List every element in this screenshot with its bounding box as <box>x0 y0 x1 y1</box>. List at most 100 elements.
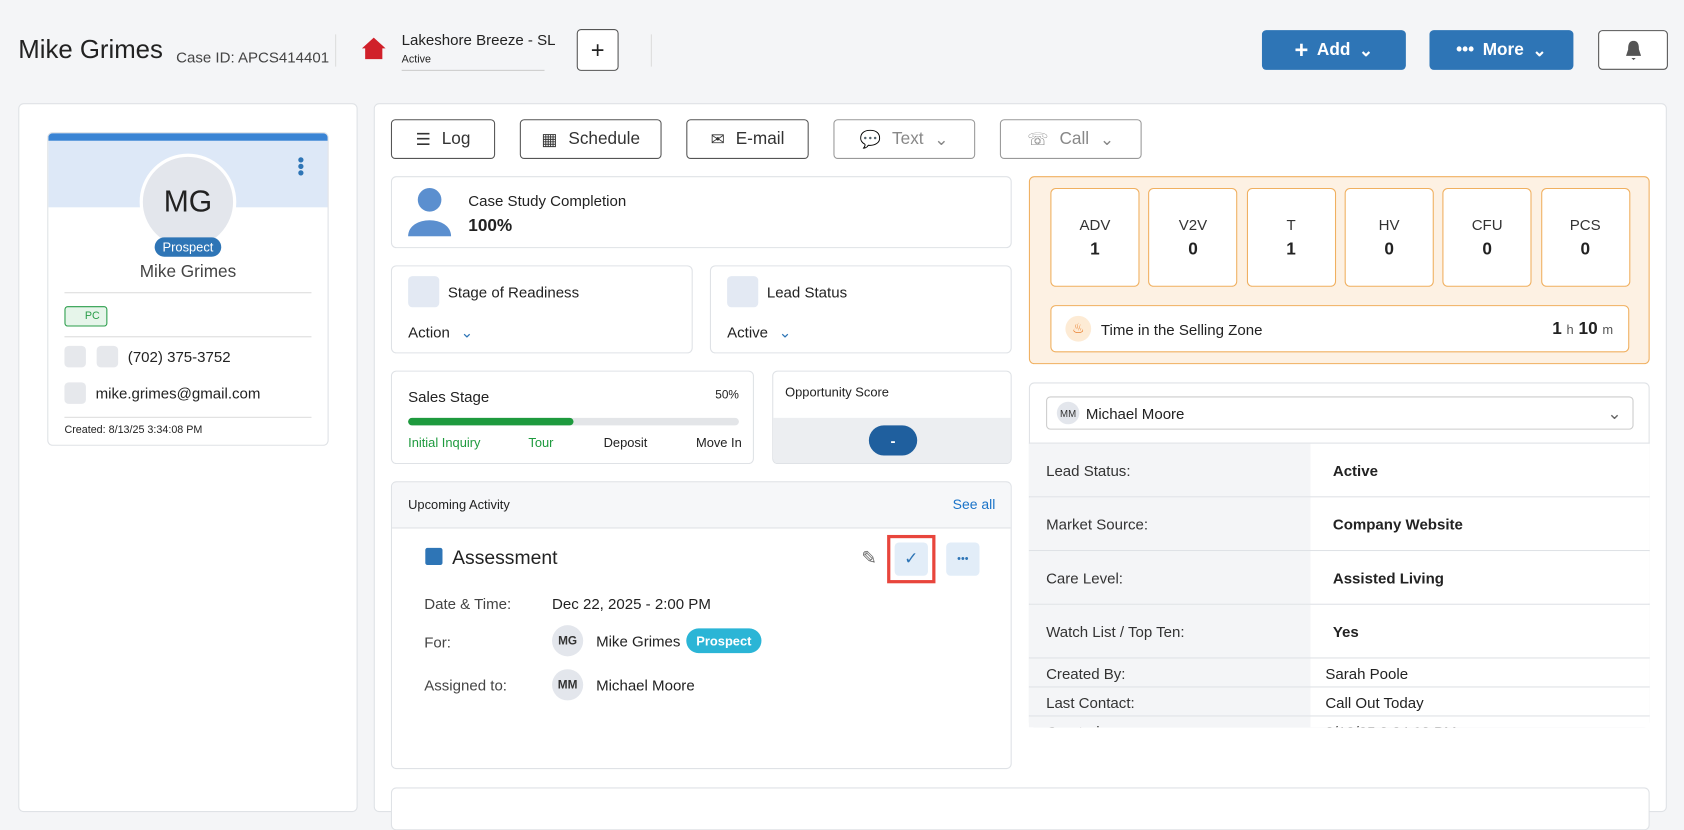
step: Initial Inquiry <box>408 435 481 451</box>
divider <box>64 336 312 338</box>
step: Tour <box>528 435 554 451</box>
action-icon: ☏ <box>1027 130 1049 149</box>
divider <box>650 34 652 67</box>
action-button[interactable]: ☏ Call ⌄ <box>999 119 1142 159</box>
divider <box>64 416 312 418</box>
action-label: Schedule <box>568 129 641 148</box>
menu[interactable]: • • • <box>297 149 305 184</box>
detail-value: Call Out Today <box>1325 693 1424 712</box>
action-button[interactable]: ▦ Schedule <box>519 119 662 159</box>
metric: ADV 1 <box>1050 187 1140 287</box>
detail-row: Last Contact: Call Out Today <box>1028 686 1650 716</box>
detail-row: Care Level: Assisted Living <box>1028 549 1650 604</box>
readiness-text: Action <box>408 323 450 341</box>
detail-label: Lead Status: <box>1046 461 1131 480</box>
for-label: For: <box>424 633 451 651</box>
readiness-label: Stage of Readiness <box>447 283 580 301</box>
lead-status-label: Lead Status <box>766 283 848 301</box>
profile-name: Mike Grimes <box>139 263 237 282</box>
bell-button[interactable] <box>1598 30 1668 70</box>
action-button[interactable]: 💬 Text ⌄ <box>833 119 976 159</box>
more-label: More <box>1482 40 1524 59</box>
assigned-avatar: MM <box>552 669 584 701</box>
case-study-value: 100% <box>468 216 513 236</box>
tag: PC <box>64 306 108 327</box>
for-name: Mike Grimes <box>596 632 681 650</box>
add-label: Add <box>1316 40 1351 59</box>
community[interactable]: Lakeshore Breeze - SL <box>401 31 556 49</box>
detail-row: Watch List / Top Ten: Yes <box>1028 603 1650 658</box>
bottom-card <box>390 787 1650 830</box>
action-label: E-mail <box>735 129 785 148</box>
action-icon: ▦ <box>541 130 558 149</box>
page: Mike Grimes Case ID: APCS414401 Lakeshor… <box>18 29 1668 830</box>
action-icon: ✉ <box>710 130 725 149</box>
fire-icon: ♨ <box>1065 315 1092 342</box>
opportunity-value: - <box>868 425 918 456</box>
detail-value: Assisted Living <box>1332 569 1444 587</box>
readiness-card <box>390 265 693 354</box>
metric-label: T <box>1286 215 1296 234</box>
action-button[interactable]: ☰ Log <box>390 119 496 159</box>
detail-row: Market Source: Company Website <box>1028 496 1650 550</box>
date: Dec 22, 2025 - 2:00 PM <box>552 595 711 613</box>
detail-label: Last Contact: <box>1046 693 1135 712</box>
more-button[interactable]: ••• More ⌄ <box>1429 30 1574 70</box>
metric: CFU 0 <box>1442 187 1532 287</box>
assignee-select[interactable]: ⌄ <box>1046 396 1634 430</box>
detail-row: Lead Status: Active <box>1028 442 1650 497</box>
detail-label: Market Source: <box>1046 515 1149 533</box>
add-community[interactable]: + <box>576 29 619 71</box>
date-label: Date & Time: <box>424 595 512 613</box>
more-activity[interactable]: ••• <box>946 542 980 576</box>
sales-stage-title: Sales Stage <box>408 387 490 405</box>
for-avatar: MG <box>552 625 584 657</box>
assignee-name: Michael Moore <box>1085 404 1185 423</box>
action-label: Call <box>1059 129 1090 148</box>
case-id: Case ID: APCS414401 <box>176 48 330 66</box>
step: Move In <box>695 435 742 451</box>
detail-value: 8/13/25 3:34:08 PM <box>1325 723 1456 727</box>
lead-status-value[interactable]: Active ⌄ <box>727 323 792 341</box>
metric: V2V 0 <box>1148 187 1238 287</box>
selling-zone-time: 1 h 10 m <box>1547 320 1613 339</box>
detail-value: Active <box>1332 461 1378 480</box>
lead-status-icon <box>727 276 759 308</box>
created: Created: 8/13/25 3:34:08 PM <box>64 424 203 437</box>
action-icon: ☰ <box>415 130 432 149</box>
for-badge: Prospect <box>686 628 762 654</box>
sms-icon[interactable] <box>96 345 119 368</box>
assignee-avatar: MM <box>1056 401 1080 425</box>
action-label: Log <box>441 129 471 148</box>
metric-label: V2V <box>1178 215 1208 234</box>
metric-value: 1 <box>1286 240 1296 259</box>
sales-stage-card <box>390 370 754 465</box>
opportunity-title: Opportunity Score <box>785 384 889 400</box>
metric-label: PCS <box>1569 215 1601 234</box>
metric-value: 0 <box>1384 240 1394 259</box>
phone: (702) 375-3752 <box>127 348 231 366</box>
community-status: Active <box>401 54 545 71</box>
edit-button[interactable]: ✎ <box>861 547 877 569</box>
detail-value: Sarah Poole <box>1325 664 1409 683</box>
readiness-value[interactable]: Action ⌄ <box>408 323 474 341</box>
highlight: ✓ <box>887 534 936 584</box>
metric-value: 0 <box>1482 240 1492 259</box>
assigned-name: Michael Moore <box>596 676 695 694</box>
badge: Prospect <box>154 237 222 257</box>
metric-label: HV <box>1378 215 1400 234</box>
case-study-card <box>390 176 1012 249</box>
add-button[interactable]: + Add ⌄ <box>1261 30 1406 70</box>
name: Mike Grimes <box>18 35 163 65</box>
email[interactable]: mike.grimes@gmail.com <box>95 384 261 402</box>
complete-button[interactable]: ✓ <box>894 542 928 576</box>
h: h <box>1566 322 1574 338</box>
lead-status-text: Active <box>727 323 769 341</box>
divider <box>335 34 337 67</box>
assigned-label: Assigned to: <box>424 676 507 694</box>
metric-value: 1 <box>1090 240 1100 259</box>
app: Mike Grimes Case ID: APCS414401 Lakeshor… <box>18 29 1668 830</box>
see-all[interactable]: See all <box>952 496 996 513</box>
action-button[interactable]: ✉ E-mail <box>686 119 809 159</box>
